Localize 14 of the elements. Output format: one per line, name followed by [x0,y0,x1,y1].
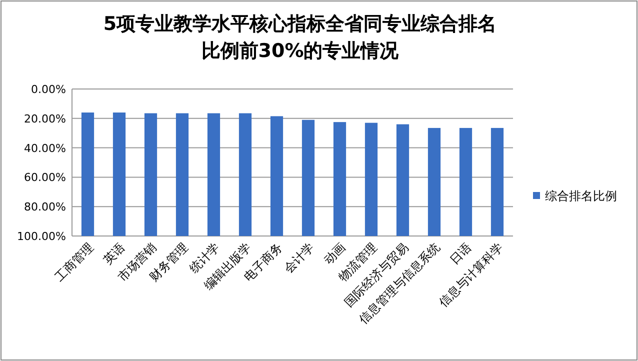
x-tick-label: 工商管理 [52,240,96,284]
y-tick-label: 40.00% [24,142,66,155]
chart-title: 5项专业教学水平核心指标全省同专业综合排名 [103,13,497,35]
y-tick-label: 20.00% [24,112,66,126]
y-tick-label: 60.00% [24,171,66,184]
y-tick-label: 100.00% [17,230,66,243]
y-tick-label: 80.00% [24,200,66,214]
x-tick-label: 日语 [447,240,474,268]
x-tick-label: 会计学 [281,240,316,276]
chart-subtitle: 比例前30%的专业情况 [201,40,400,62]
y-tick-label: 0.00% [31,83,66,96]
legend-label: 综合排名比例 [545,189,617,203]
x-tick-label: 动画 [321,240,348,268]
x-tick-label: 英语 [100,240,128,268]
